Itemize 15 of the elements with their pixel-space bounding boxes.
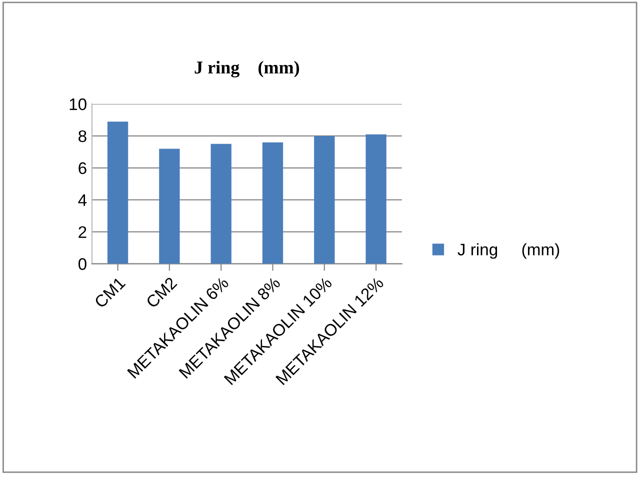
- y-tick-label: 10: [70, 98, 86, 110]
- bar: [107, 122, 128, 264]
- chart-title: J ring (mm): [194, 60, 300, 78]
- bar: [366, 134, 386, 264]
- y-tick-label: 0: [78, 258, 86, 270]
- bar: [262, 142, 284, 264]
- bar: [314, 136, 335, 264]
- legend-label: J ring (mm): [458, 243, 560, 259]
- bar: [159, 148, 180, 264]
- y-tick-label: 8: [78, 130, 86, 142]
- y-tick-label: 4: [78, 194, 87, 206]
- y-tick-label: 2: [78, 226, 86, 238]
- x-tick-label: CM1: [94, 276, 126, 309]
- bar: [210, 144, 232, 264]
- y-tick-label: 6: [78, 162, 86, 174]
